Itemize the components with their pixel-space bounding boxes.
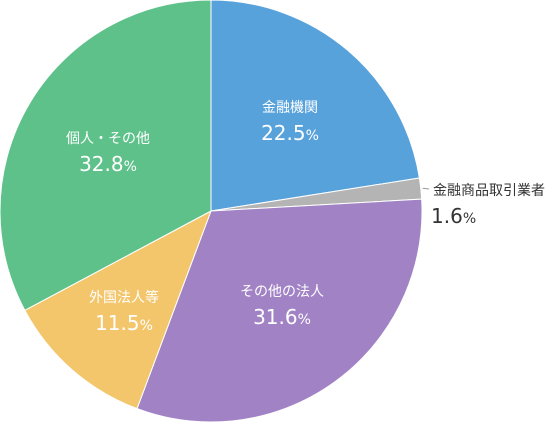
- slice-value-3: 11.5%: [95, 311, 153, 335]
- pie-slice-3: [24, 209, 212, 410]
- slice-value-0: 22.5%: [261, 121, 319, 145]
- slice-value-1: 1.6%: [431, 204, 476, 228]
- slice-label-2: その他の法人: [240, 284, 324, 300]
- slice-label-1: 金融商品取引業者: [433, 183, 545, 199]
- slice-value-4: 32.8%: [79, 152, 137, 176]
- slice-label-4: 個人・その他: [66, 131, 150, 147]
- pie-slice-2: [136, 198, 423, 423]
- pie-slice-0: [210, 0, 420, 212]
- slice-value-2: 31.6%: [253, 305, 311, 329]
- slice-label-3: 外国法人等: [89, 289, 159, 306]
- leader-line-1: [422, 187, 430, 190]
- pie-slice-4: [0, 0, 212, 311]
- slice-label-0: 金融機関: [262, 100, 318, 116]
